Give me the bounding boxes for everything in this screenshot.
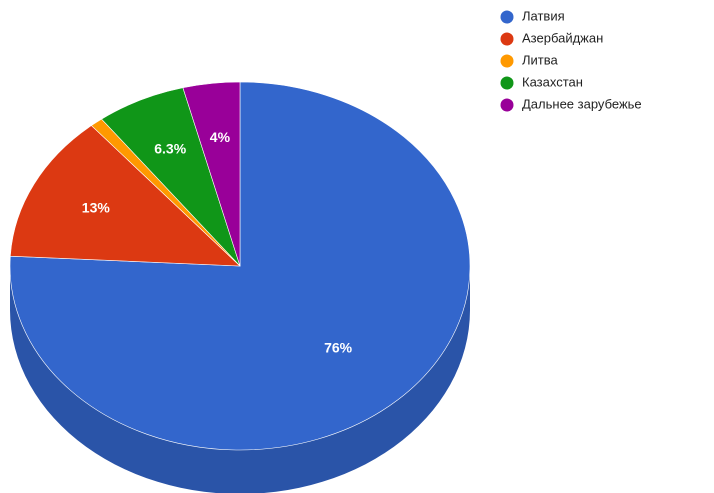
slice-0-percent-label: 76% [324, 340, 353, 356]
slice-0-side [10, 266, 470, 493]
legend-swatch-2 [500, 54, 514, 68]
legend-label-4: Дальнее зарубежье [522, 96, 642, 111]
slice-1 [10, 125, 241, 267]
slice-0 [9, 81, 471, 451]
legend-swatch-0 [500, 10, 514, 24]
slice-3-percent-label: 6.3% [154, 141, 186, 157]
pie-top-face [9, 81, 471, 451]
pie-side-wall [10, 266, 470, 493]
legend-label-2: Литва [522, 52, 559, 67]
chart-legend: Латвия Азербайджан Литва Казахстан Дальнее з… [500, 8, 642, 112]
slice-labels: 76% 13% 6.3% 4% [82, 129, 353, 356]
legend-swatch-3 [500, 76, 514, 90]
legend-label-0: Латвия [522, 8, 565, 23]
legend-label-1: Азербайджан [522, 30, 603, 45]
legend-swatch-4 [500, 98, 514, 112]
slice-4-percent-label: 4% [210, 129, 231, 145]
slice-1-percent-label: 13% [82, 199, 111, 215]
legend-swatch-1 [500, 32, 514, 46]
legend-label-3: Казахстан [522, 74, 583, 89]
slice-4 [182, 81, 241, 267]
